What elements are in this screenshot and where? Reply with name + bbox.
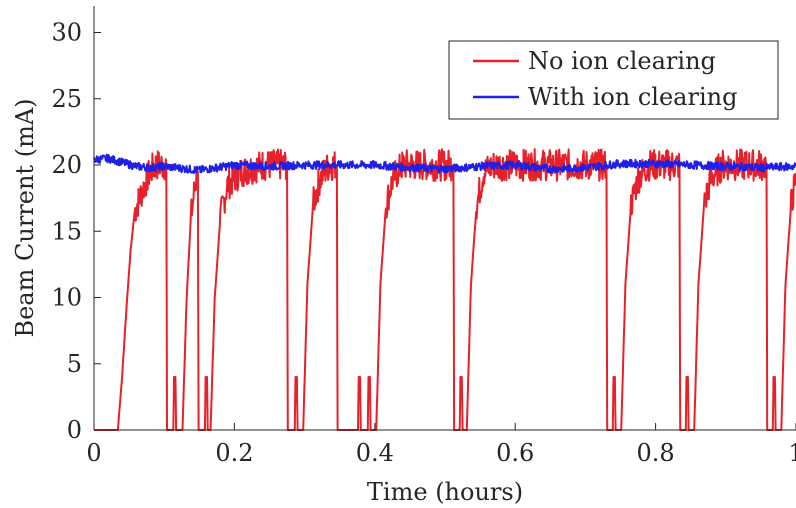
x-axis-title: Time (hours) xyxy=(367,478,523,506)
x-tick-label: 1 xyxy=(788,439,796,467)
x-tick-label: 0.2 xyxy=(215,439,253,467)
series-line-with-ion-clearing xyxy=(93,153,796,175)
legend-label-no-ion-clearing: No ion clearing xyxy=(528,47,716,75)
y-tick-label: 5 xyxy=(67,350,82,378)
y-tick-label: 25 xyxy=(51,85,82,113)
axes-layer: 00.20.40.60.81051015202530 xyxy=(51,6,796,467)
x-tick-label: 0.6 xyxy=(496,439,534,467)
y-tick-label: 15 xyxy=(51,217,82,245)
legend: No ion clearing With ion clearing xyxy=(448,40,779,120)
y-tick-label: 20 xyxy=(51,151,82,179)
legend-label-with-ion-clearing: With ion clearing xyxy=(528,83,737,111)
y-tick-label: 30 xyxy=(51,19,82,47)
y-tick-label: 10 xyxy=(51,284,82,312)
x-tick-label: 0 xyxy=(86,439,101,467)
y-tick-label: 0 xyxy=(67,416,82,444)
x-tick-label: 0.4 xyxy=(356,439,394,467)
y-axis-title: Beam Current (mA) xyxy=(11,98,39,337)
x-tick-label: 0.8 xyxy=(637,439,675,467)
legend-box xyxy=(448,40,779,120)
